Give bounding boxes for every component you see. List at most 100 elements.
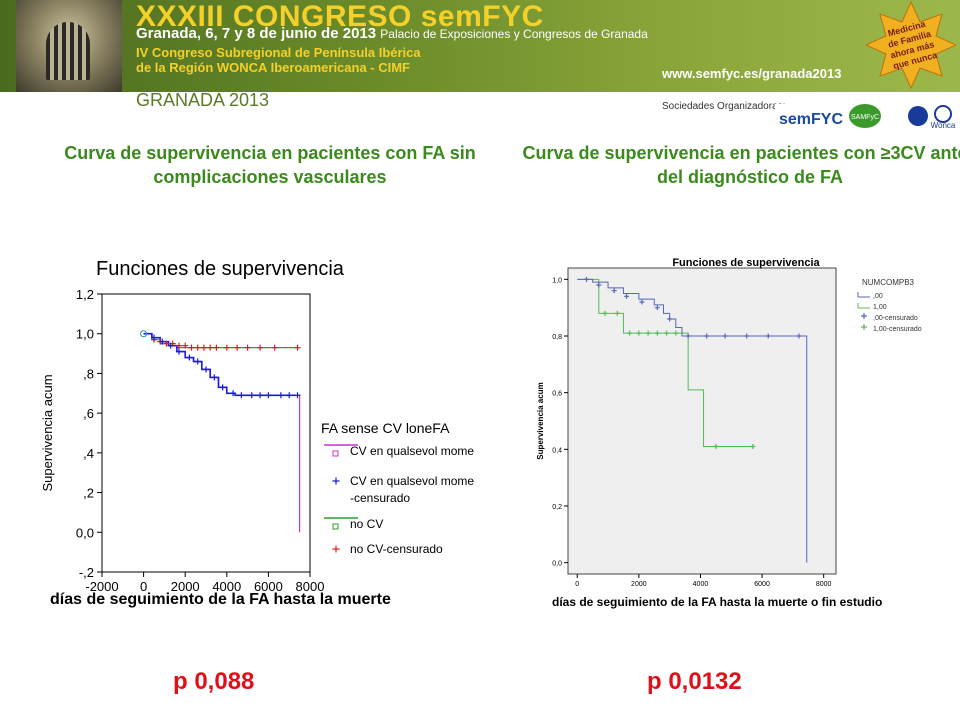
censor-mark-cv (294, 392, 301, 399)
legend-swatch (332, 523, 339, 530)
censor-mark-no-cv (194, 344, 201, 351)
censor-mark-cv (219, 384, 226, 391)
congress-url[interactable]: www.semfyc.es/granada2013 (662, 66, 842, 81)
legend-swatch (332, 545, 340, 553)
censor-mark-1 (602, 310, 608, 316)
censor-mark-0 (685, 333, 691, 339)
legend-swatch (332, 477, 340, 485)
legend-label: CV en qualsevol mome (350, 474, 474, 488)
x-axis-label: días de seguimiento de la FA hasta la mu… (552, 595, 882, 609)
censor-mark-no-cv (188, 344, 195, 351)
congress-subtitle: IV Congreso Subregional de Península Ibé… (136, 45, 421, 75)
censor-mark-cv (238, 392, 245, 399)
censor-mark-cv (175, 348, 182, 355)
x-tick-label: 6000 (754, 581, 770, 588)
y-tick-label: 0,4 (552, 447, 562, 454)
censor-mark-1 (664, 330, 670, 336)
y-axis-label: Supervivencia acum (40, 374, 55, 491)
legend-label: no CV-censurado (350, 542, 443, 556)
censor-mark-0 (654, 305, 660, 311)
x-tick-label: 0 (575, 581, 579, 588)
x-tick-label: 2000 (631, 581, 647, 588)
wonca-logo-icon: Wonca (931, 121, 956, 130)
censor-mark-cv (203, 366, 209, 373)
y-tick-label: 0,0 (552, 561, 562, 568)
y-tick-label: ,2 (83, 486, 94, 501)
y-tick-label: ,8 (83, 366, 94, 381)
samfyc-logo-icon: SAMFyC (851, 114, 879, 121)
censor-mark-cv (167, 342, 174, 349)
censor-mark-1 (645, 330, 651, 336)
censor-mark-0 (796, 333, 802, 339)
legend-label: 1,00 (873, 304, 887, 311)
congress-title: XXXIII CONGRESO semFYC (136, 0, 544, 33)
start-marker (140, 330, 148, 338)
right-chart-heading: Curva de supervivencia en pacientes con … (522, 143, 960, 187)
censor-mark-1 (636, 330, 642, 336)
legend-label: 1,00-censurado (873, 326, 922, 333)
place-label: GRANADA 2013 (136, 90, 270, 110)
legend-swatch (861, 313, 867, 319)
congress-banner: XXXIII CONGRESO semFYC Granada, 6, 7 y 8… (0, 0, 960, 92)
censor-mark-cv (186, 354, 193, 361)
censor-mark-no-cv (234, 344, 241, 351)
censor-mark-0 (639, 299, 645, 305)
censor-mark-0 (624, 293, 630, 299)
legend-box (316, 410, 506, 572)
censor-mark-no-cv (163, 340, 170, 347)
censor-mark-no-cv (200, 344, 207, 351)
censor-mark-cv (248, 392, 255, 399)
censor-mark-1 (627, 330, 633, 336)
survival-chart-left: Funciones de supervivencia -,2 0,0 ,2 ,4 ,6 ,8… (40, 258, 506, 608)
x-tick-label: -2000 (85, 579, 118, 594)
censor-mark-no-cv (257, 344, 264, 351)
y-tick-label: -,2 (79, 565, 94, 580)
censor-mark-no-cv (175, 342, 182, 349)
censor-mark-0 (704, 333, 710, 339)
legend-label: CV en qualsevol mome (350, 444, 474, 458)
censor-mark-1 (673, 330, 679, 336)
censor-mark-cv (159, 338, 166, 345)
censor-mark-0 (744, 333, 750, 339)
censor-mark-1 (614, 310, 620, 316)
legend-label: no CV (350, 517, 383, 531)
left-chart-heading: Curva de supervivencia en pacientes con … (64, 143, 476, 187)
censor-mark-1 (713, 444, 719, 449)
censor-mark-no-cv (271, 344, 278, 351)
sponsor-logos: semFYC SAMFyC Wonca (775, 104, 956, 134)
censor-mark-no-cv (213, 344, 220, 351)
y-tick-label: 0,8 (552, 334, 562, 341)
censor-mark-0 (611, 288, 617, 294)
censor-mark-cv (194, 358, 201, 365)
x-tick-label: 4000 (693, 581, 709, 588)
censor-mark-cv (230, 390, 237, 397)
legend-title: FA sense CV loneFA (321, 420, 450, 436)
p-value-left: p 0,088 (173, 668, 255, 695)
censor-mark-cv (277, 392, 284, 399)
censor-mark-1 (750, 444, 756, 449)
x-axis-label: días de seguimiento de la FA hasta la mu… (50, 591, 391, 608)
alhambra-photo (16, 0, 122, 92)
plot-area (567, 267, 837, 575)
p-value-right: p 0,0132 (647, 668, 742, 695)
x-tick-label: 6000 (254, 579, 283, 594)
sponsors-label: Sociedades Organizadoras: (662, 101, 786, 112)
censor-mark-no-cv (294, 344, 301, 351)
y-tick-label: 1,2 (76, 287, 94, 302)
x-tick-label: 8000 (296, 579, 325, 594)
legend-label: ,00-censurado (873, 315, 918, 322)
legend-swatch (332, 450, 339, 457)
y-tick-label: 0,6 (552, 391, 562, 398)
censor-mark-cv (286, 392, 293, 399)
censor-mark-0 (765, 333, 771, 339)
x-tick-label: 4000 (212, 579, 241, 594)
legend-swatch (857, 303, 870, 309)
y-tick-label: ,6 (83, 406, 94, 421)
legend-swatch (861, 324, 867, 330)
x-tick-label: 8000 (816, 581, 832, 588)
censor-mark-0 (667, 316, 673, 322)
censor-mark-0 (596, 282, 602, 288)
survival-chart-right: Funciones de supervivencia 0,0 0,2 0,4 0,6 0,… (536, 257, 922, 609)
y-tick-label: 0,0 (76, 525, 94, 540)
